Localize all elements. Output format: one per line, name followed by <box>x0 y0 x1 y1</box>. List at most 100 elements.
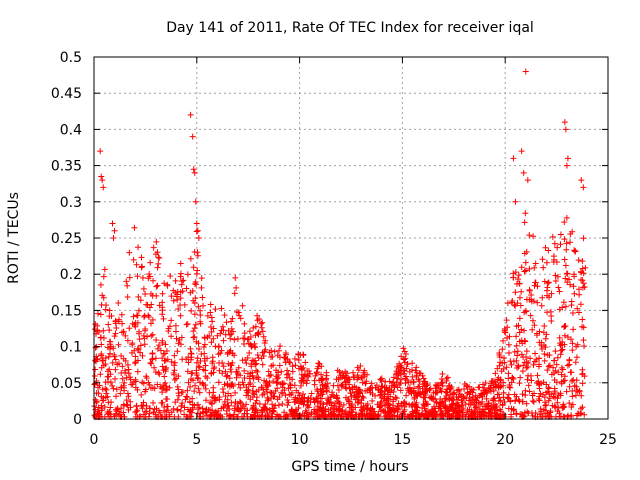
data-point <box>200 381 207 388</box>
data-point <box>562 303 569 310</box>
data-point <box>333 394 340 401</box>
data-point <box>541 342 547 349</box>
data-point <box>579 277 586 284</box>
data-point <box>563 162 570 169</box>
data-point <box>439 371 446 378</box>
data-point <box>532 410 539 417</box>
data-point <box>208 370 215 377</box>
data-point <box>235 309 242 316</box>
data-point <box>557 231 564 238</box>
data-point <box>496 362 503 369</box>
data-point <box>415 384 422 391</box>
data-point <box>259 361 266 368</box>
data-point <box>111 413 118 420</box>
data-point <box>475 399 482 406</box>
data-point <box>175 373 182 380</box>
data-point <box>119 329 126 336</box>
data-point <box>129 381 136 388</box>
data-point <box>478 401 485 408</box>
data-point <box>325 406 332 413</box>
data-point <box>171 376 178 383</box>
data-point <box>543 401 550 408</box>
data-point <box>544 367 551 374</box>
data-point <box>190 264 197 271</box>
data-point <box>103 390 110 397</box>
data-point <box>439 382 446 389</box>
data-point <box>91 380 98 387</box>
data-point <box>219 370 226 377</box>
data-point <box>375 411 382 418</box>
data-point <box>254 330 261 337</box>
data-point <box>270 390 277 397</box>
data-point <box>241 330 248 337</box>
data-point <box>92 357 99 364</box>
data-point <box>139 274 146 281</box>
data-point <box>91 373 98 380</box>
data-point <box>259 328 266 335</box>
data-point <box>145 312 152 319</box>
data-point <box>540 264 547 271</box>
data-point <box>251 391 258 398</box>
data-point <box>97 371 104 378</box>
y-tick-labels: 0 0.05 0.1 0.15 0.2 0.25 0.3 0.35 0.4 0.45 0.5 <box>51 50 82 428</box>
data-point <box>546 294 553 301</box>
data-point <box>569 387 576 394</box>
data-point <box>413 364 420 371</box>
data-point <box>267 389 274 396</box>
x-tick-label: 15 <box>393 432 411 448</box>
data-point <box>444 374 451 381</box>
data-point <box>555 284 562 291</box>
data-point <box>355 367 362 374</box>
data-point <box>135 346 142 353</box>
data-point <box>371 408 378 415</box>
data-point <box>411 407 418 414</box>
data-point <box>135 307 142 314</box>
data-point <box>426 394 433 401</box>
data-point <box>552 348 559 355</box>
data-point <box>207 309 214 316</box>
data-point <box>215 379 222 386</box>
data-point <box>529 326 536 333</box>
data-point <box>154 249 161 256</box>
data-point <box>479 391 486 398</box>
data-point <box>184 271 191 278</box>
data-point <box>166 413 173 420</box>
data-point <box>226 349 233 356</box>
data-point <box>516 315 523 322</box>
data-point <box>149 316 156 323</box>
data-point <box>183 285 190 292</box>
data-point <box>110 345 117 352</box>
axis-ticks <box>93 56 609 420</box>
data-point <box>397 371 404 378</box>
data-point <box>554 408 561 415</box>
data-point <box>261 390 268 397</box>
data-point <box>544 280 551 287</box>
data-point <box>403 392 410 399</box>
data-point <box>286 391 293 398</box>
data-point <box>138 264 145 271</box>
data-point <box>529 412 536 419</box>
data-point <box>571 247 578 254</box>
data-point <box>520 169 527 176</box>
data-point <box>142 388 149 395</box>
data-point <box>198 284 205 291</box>
data-point <box>146 405 153 412</box>
data-point <box>231 336 238 343</box>
data-point <box>173 293 180 300</box>
data-point <box>239 302 246 309</box>
data-point <box>292 362 299 369</box>
data-point <box>318 407 325 414</box>
data-point <box>247 396 254 403</box>
data-point <box>188 370 195 377</box>
data-point <box>269 405 276 412</box>
data-point <box>360 403 367 410</box>
data-point <box>258 320 265 327</box>
data-point <box>482 403 488 410</box>
data-point <box>518 351 525 358</box>
data-point <box>246 349 253 356</box>
data-point <box>140 402 147 409</box>
data-point <box>252 357 259 364</box>
data-point <box>516 329 523 336</box>
data-point <box>287 359 294 366</box>
